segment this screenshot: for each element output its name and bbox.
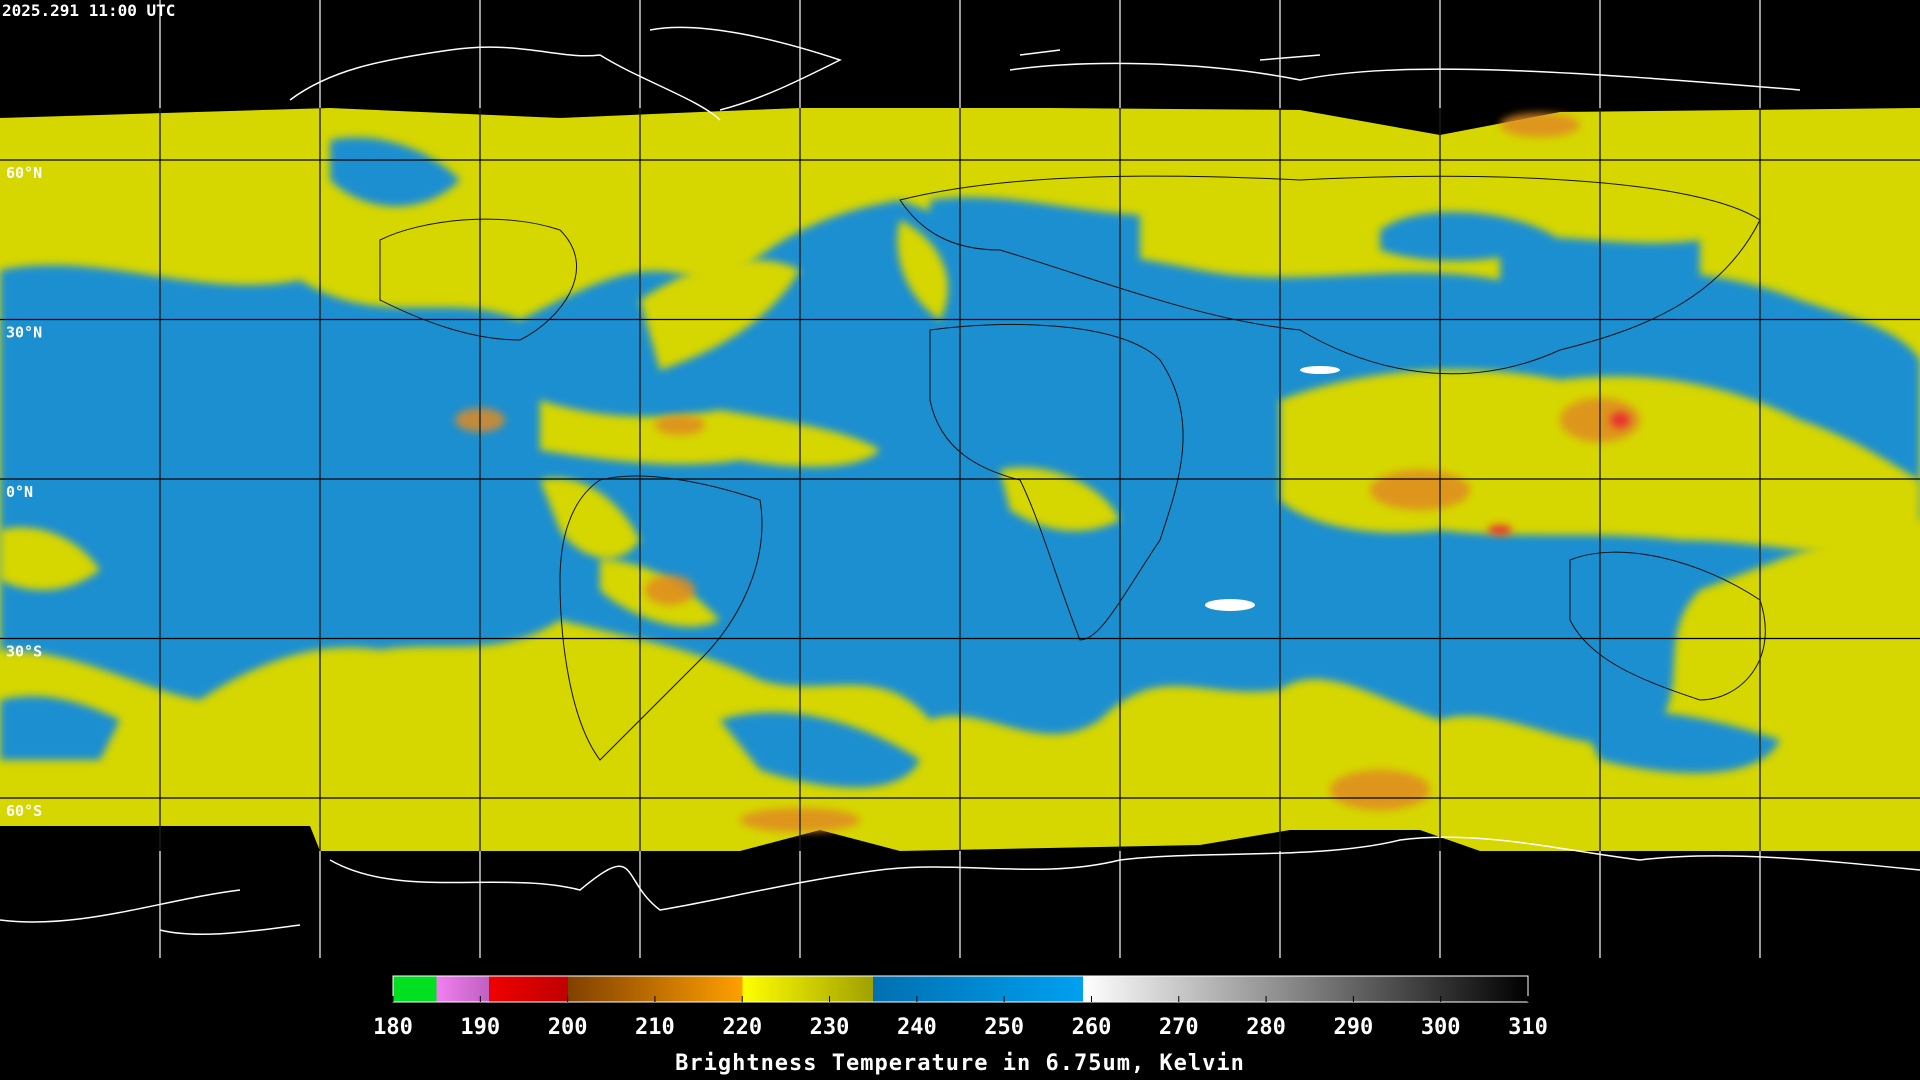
colorbar-tick-label: 230	[810, 1015, 850, 1040]
coastlines	[0, 26, 1920, 936]
latitude-label: 60°S	[6, 802, 42, 820]
graticule	[159, 0, 1761, 958]
colorbar-title: Brightness Temperature in 6.75um, Kelvin	[675, 1051, 1245, 1076]
latitude-labels: 60°N 30°N 0°N 30°S 60°S	[6, 164, 42, 820]
colorbar-tick-label: 280	[1246, 1015, 1286, 1040]
colorbar-tick-label: 220	[722, 1015, 762, 1040]
colorbar-tick-label: 270	[1159, 1015, 1199, 1040]
colorbar-tick-label: 260	[1072, 1015, 1112, 1040]
colorbar-tick-label: 250	[984, 1015, 1024, 1040]
colorbar-ticks: 180 190 200 210 220 230 240 250 260 270 280 290 300 3…	[373, 996, 1548, 1040]
latitude-label: 0°N	[6, 483, 33, 501]
latitude-label: 30°N	[6, 324, 42, 342]
colorbar-tick-label: 190	[460, 1015, 500, 1040]
latitude-label: 60°N	[6, 164, 42, 182]
colorbar-tick-label: 290	[1334, 1015, 1374, 1040]
timestamp: 2025.291 11:00 UTC	[2, 1, 175, 20]
colorbar-tick-label: 210	[635, 1015, 675, 1040]
colorbar-tick-label: 310	[1508, 1015, 1548, 1040]
latitude-label: 30°S	[6, 643, 42, 661]
colorbar-tick-label: 180	[373, 1015, 413, 1040]
colorbar-tick-label: 300	[1421, 1015, 1461, 1040]
colorbar-tick-label: 240	[897, 1015, 937, 1040]
colorbar	[392, 975, 1529, 1003]
colorbar-tick-label: 200	[548, 1015, 588, 1040]
